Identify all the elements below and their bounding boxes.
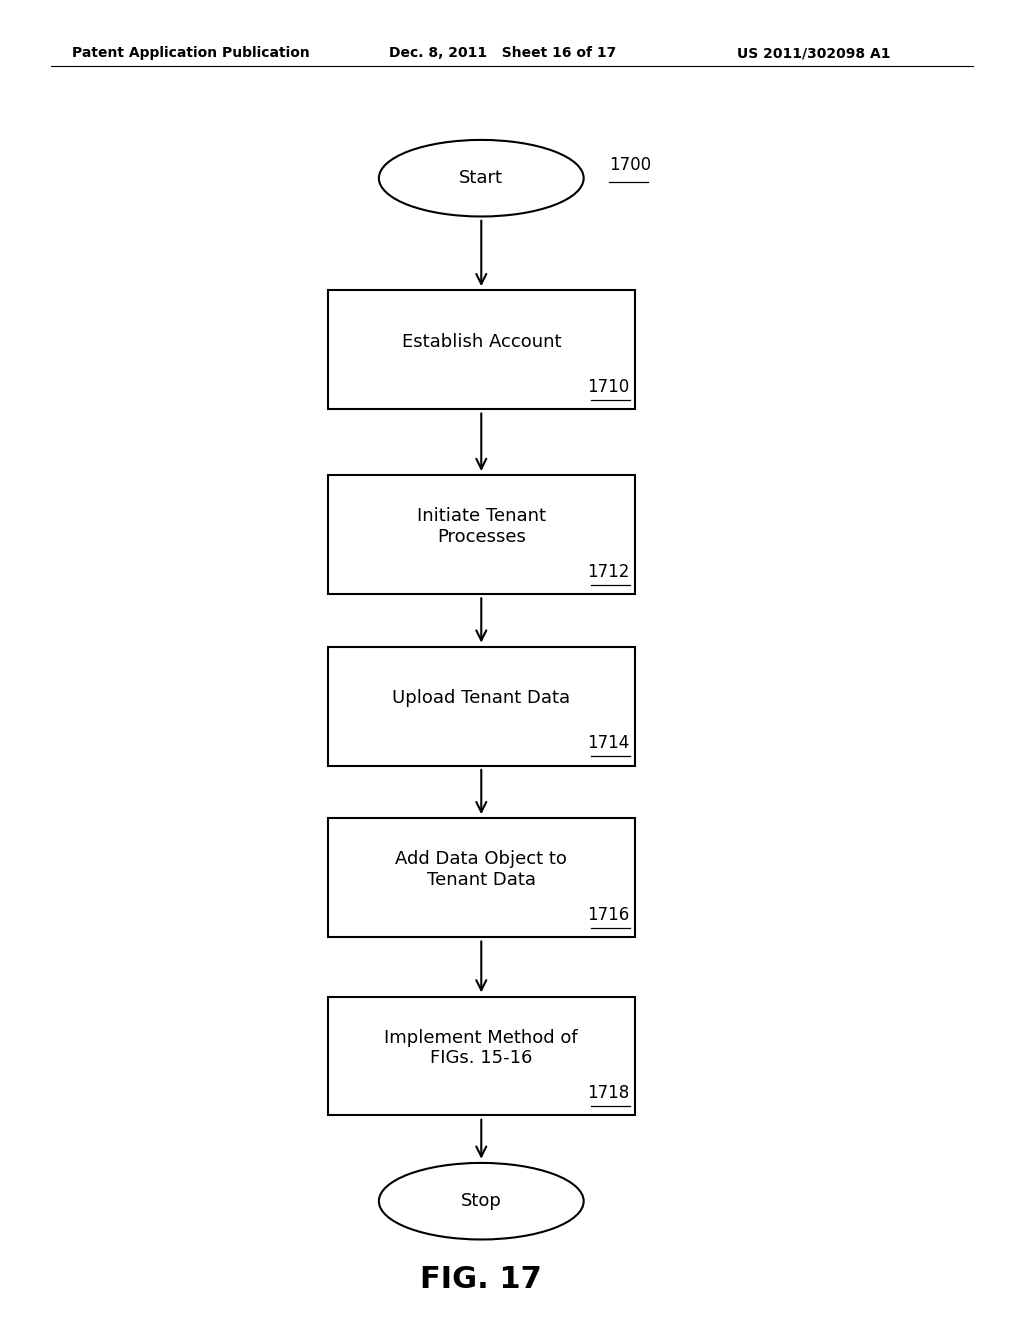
Text: Implement Method of
FIGs. 15-16: Implement Method of FIGs. 15-16 [384, 1028, 579, 1068]
Text: Stop: Stop [461, 1192, 502, 1210]
Text: 1700: 1700 [609, 156, 651, 174]
Text: Dec. 8, 2011   Sheet 16 of 17: Dec. 8, 2011 Sheet 16 of 17 [389, 46, 616, 61]
Text: 1712: 1712 [588, 562, 630, 581]
Text: FIG. 17: FIG. 17 [421, 1265, 542, 1294]
Text: US 2011/302098 A1: US 2011/302098 A1 [737, 46, 891, 61]
Text: Patent Application Publication: Patent Application Publication [72, 46, 309, 61]
Text: 1716: 1716 [588, 906, 630, 924]
Text: Initiate Tenant
Processes: Initiate Tenant Processes [417, 507, 546, 546]
Text: Upload Tenant Data: Upload Tenant Data [392, 689, 570, 708]
Text: 1710: 1710 [588, 378, 630, 396]
Text: Add Data Object to
Tenant Data: Add Data Object to Tenant Data [395, 850, 567, 890]
Text: 1714: 1714 [588, 734, 630, 752]
Text: Establish Account: Establish Account [401, 333, 561, 351]
Text: 1718: 1718 [588, 1084, 630, 1102]
Text: Start: Start [460, 169, 503, 187]
